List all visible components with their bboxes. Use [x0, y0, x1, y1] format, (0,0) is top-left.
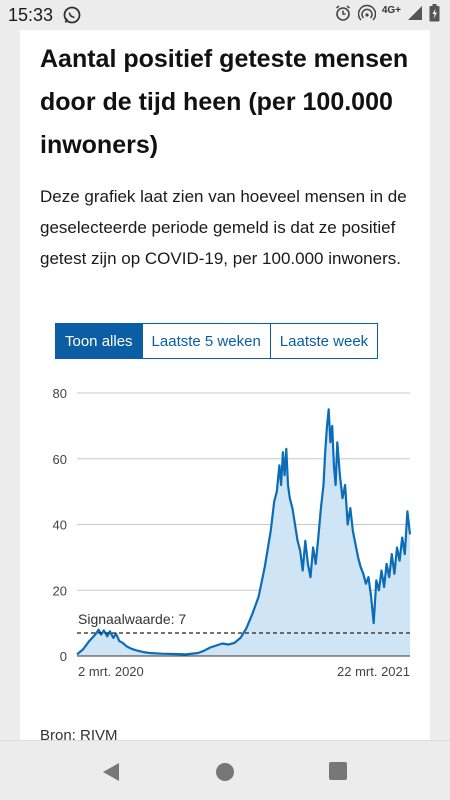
navigation-bar — [0, 740, 450, 800]
chart-description: Deze grafiek laat zien van hoeveel mense… — [40, 187, 407, 268]
battery-icon — [429, 4, 440, 22]
y-tick-label: 0 — [60, 649, 67, 664]
y-tick-label: 40 — [53, 518, 67, 533]
page-title: Aantal positief geteste mensen door de t… — [40, 45, 409, 159]
signal-icon — [408, 6, 422, 20]
tab-laatste-5-weken[interactable]: Laatste 5 weken — [141, 324, 270, 358]
tab-toon-alles[interactable]: Toon alles — [56, 324, 142, 358]
series-area — [77, 409, 410, 656]
alarm-icon — [335, 5, 350, 21]
positive-tests-chart: 0 20 40 60 80 Signaalwaarde: 7 2 mrt. 2020 2… — [53, 386, 412, 679]
status-icons: 4G+ — [334, 4, 440, 22]
network-label: 4G+ — [381, 4, 401, 16]
x-tick-label-end: 22 mrt. 2021 — [337, 664, 410, 679]
content-card: Aantal positief geteste mensen door de t… — [20, 30, 430, 740]
hotspot-icon — [357, 4, 376, 21]
whatsapp-icon — [63, 6, 81, 24]
back-button[interactable] — [100, 761, 122, 783]
x-tick-label-start: 2 mrt. 2020 — [78, 664, 144, 679]
tab-laatste-week[interactable]: Laatste week — [269, 324, 378, 358]
series-line — [76, 408, 412, 656]
period-tabs: Toon alles Laatste 5 weken Laatste week — [55, 323, 379, 359]
home-button[interactable] — [214, 761, 236, 783]
status-time: 15:33 — [8, 5, 54, 25]
threshold-label: Signaalwaarde: 7 — [78, 611, 186, 627]
source-label: Bron: RIVM — [40, 727, 118, 740]
y-axis-ticks: 0 20 40 60 80 — [53, 386, 67, 664]
status-bar: 15:33 4G+ — [0, 0, 450, 30]
recents-button[interactable] — [328, 761, 348, 781]
y-tick-label: 80 — [53, 386, 67, 401]
y-tick-label: 20 — [53, 583, 67, 598]
y-tick-label: 60 — [53, 452, 67, 467]
